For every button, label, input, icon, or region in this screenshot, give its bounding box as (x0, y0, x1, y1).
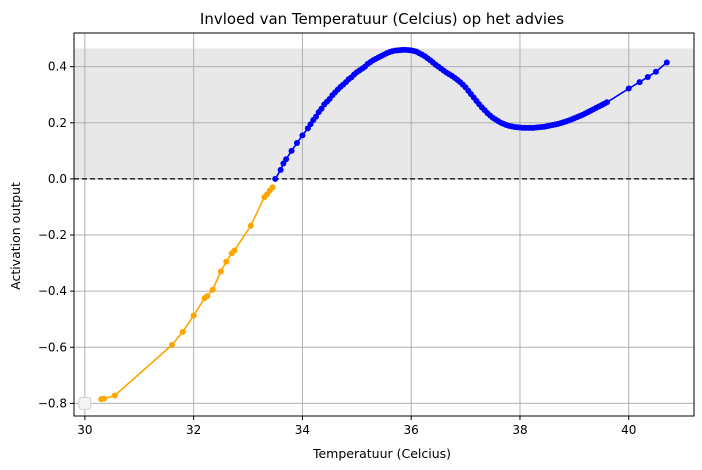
series-1-point (625, 85, 632, 92)
series-0-point (204, 293, 211, 300)
shaded-region-layer (74, 48, 694, 179)
y-tick-label: 0.0 (48, 172, 67, 186)
y-tick-label: 0.4 (48, 60, 67, 74)
grid-layer (74, 33, 694, 416)
series-1-point (652, 68, 659, 75)
series-0-point (247, 222, 254, 229)
series-0-point (190, 312, 197, 319)
chart-title: Invloed van Temperatuur (Celcius) op het… (200, 10, 564, 28)
x-tick-label: 36 (404, 423, 419, 437)
x-axis-ticks: 30 32 34 36 38 40 (77, 416, 636, 437)
highlight-marker (78, 396, 92, 410)
series-layer (98, 46, 670, 403)
highlight-layer (78, 396, 92, 410)
x-tick-label: 32 (186, 423, 201, 437)
series-0-point (209, 286, 216, 293)
x-tick-label: 40 (621, 423, 636, 437)
series-1-point (288, 147, 295, 154)
series-0-point (231, 247, 238, 254)
x-axis-label: Temperatuur (Celcius) (312, 446, 451, 461)
series-0-point (179, 328, 186, 335)
y-tick-label: −0.4 (38, 284, 67, 298)
series-1-point (636, 79, 643, 86)
series-0-point (111, 392, 118, 399)
y-tick-label: 0.2 (48, 116, 67, 130)
x-tick-label: 30 (77, 423, 92, 437)
series-1-point (272, 175, 279, 182)
series-0-line (101, 186, 274, 400)
series-1-point (644, 74, 651, 81)
series-1-point (663, 59, 670, 66)
series-1-point (313, 113, 320, 120)
y-tick-label: −0.6 (38, 340, 67, 354)
series-0-point (223, 258, 230, 265)
series-0-point (217, 268, 224, 275)
x-tick-label: 34 (295, 423, 310, 437)
series-1-point (299, 132, 306, 139)
series-1-point (283, 156, 290, 163)
series-0-point (269, 184, 276, 191)
x-tick-label: 38 (512, 423, 527, 437)
series-1-point (603, 99, 610, 106)
plot-frame (73, 32, 695, 417)
y-tick-label: −0.2 (38, 228, 67, 242)
series-1-point (277, 166, 284, 173)
y-tick-label: −0.8 (38, 396, 67, 410)
y-axis-label: Activation output (8, 182, 23, 290)
series-0-point (168, 342, 175, 349)
y-axis-ticks: −0.8 −0.6 −0.4 −0.2 0.0 0.2 0.4 (38, 60, 74, 410)
shaded-region (74, 48, 694, 179)
series-0-point (100, 395, 107, 402)
series-1-point (293, 139, 300, 146)
